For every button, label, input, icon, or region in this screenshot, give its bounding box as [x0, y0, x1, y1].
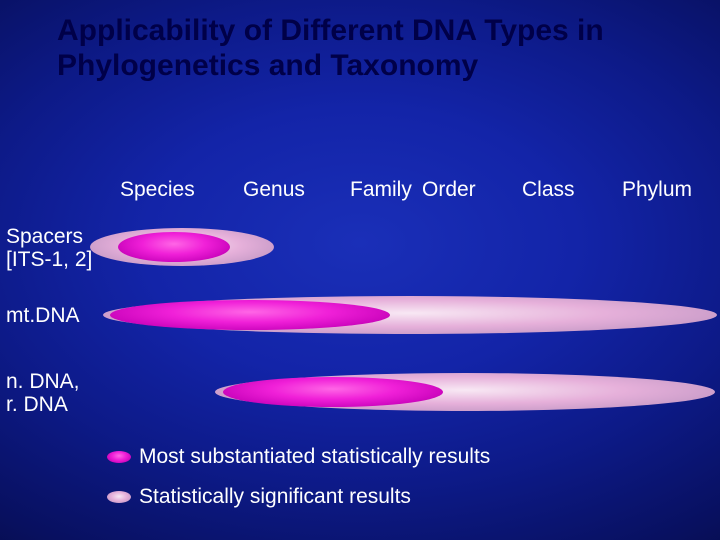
legend-item-0: Most substantiated statistically results [107, 445, 490, 469]
row-label-2: n. DNA,r. DNA [6, 370, 80, 416]
column-header-phylum: Phylum [622, 178, 692, 202]
legend-text-1: Statistically significant results [139, 485, 411, 509]
legend-item-1: Statistically significant results [107, 485, 411, 509]
ellipse-inner-2 [223, 377, 443, 407]
legend-swatch-0 [107, 451, 131, 463]
row-label-0: Spacers[ITS-1, 2] [6, 225, 92, 271]
column-header-order: Order [422, 178, 476, 202]
slide-title: Applicability of Different DNA Types in … [57, 14, 677, 83]
ellipse-inner-0 [118, 232, 230, 262]
row-label-1: mt.DNA [6, 304, 80, 327]
column-header-species: Species [120, 178, 195, 202]
column-header-genus: Genus [243, 178, 305, 202]
legend-swatch-1 [107, 491, 131, 503]
column-header-family: Family [350, 178, 412, 202]
ellipse-inner-1 [110, 300, 390, 330]
column-header-class: Class [522, 178, 575, 202]
legend-text-0: Most substantiated statistically results [139, 445, 490, 469]
